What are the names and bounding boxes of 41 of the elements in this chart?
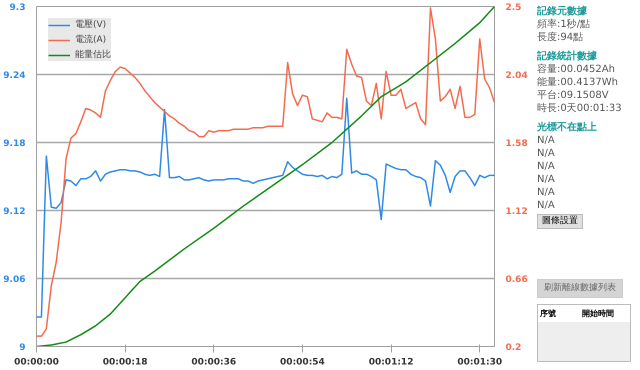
y2-tick-label: 0.2 [506, 343, 522, 353]
x-tick-label: 00:00:54 [280, 358, 325, 368]
y2-tick-label: 0.66 [506, 275, 528, 285]
text: N/A [537, 173, 556, 186]
y2-tick-label: 2.5 [506, 3, 522, 13]
y2-tick-label: 1.58 [506, 139, 528, 149]
legend-label: 能量估比 [75, 48, 111, 61]
text: N/A [537, 147, 556, 160]
text: 序號 [540, 308, 557, 320]
text: 記錄元數據 [537, 5, 588, 18]
y-tick-label: 9 [19, 343, 26, 353]
y-tick-label: 9.24 [3, 71, 26, 81]
text: 能量:00.4137Wh [537, 76, 619, 89]
x-tick-label: 00:00:36 [191, 358, 236, 368]
legend-label: 電流(A) [75, 34, 106, 46]
text: 平台:09.1508V [537, 89, 610, 102]
y-tick-label: 9.12 [3, 207, 26, 217]
text: N/A [537, 134, 556, 147]
text: N/A [537, 160, 556, 173]
text: 光標不在點上 [537, 121, 598, 134]
text: 時長:0天00:01:33 [537, 102, 623, 115]
y2-tick-label: 2.04 [506, 71, 528, 81]
legend-label: 電壓(V) [75, 18, 106, 31]
text: 長度:94點 [537, 31, 584, 44]
x-tick-label: 00:00:18 [102, 358, 148, 368]
line-series [36, 98, 494, 318]
text: 圖條設置 [537, 214, 583, 229]
y-tick-label: 9.06 [3, 275, 26, 285]
text: 頻率:1秒/點 [537, 18, 592, 31]
text: N/A [537, 186, 556, 199]
text: 容量:00.0452Ah [537, 63, 616, 76]
text: 記錄統計數據 [537, 50, 598, 63]
text: N/A [537, 199, 556, 212]
x-tick-label: 00:00:00 [14, 358, 59, 368]
y-tick-label: 9.18 [3, 139, 26, 149]
x-tick-label: 00:01:30 [457, 358, 502, 368]
text: 刷新離線數據列表 [537, 279, 623, 298]
x-tick-label: 00:01:12 [368, 358, 414, 368]
text: 開始時間 [581, 308, 615, 320]
y2-tick-label: 1.12 [506, 207, 528, 217]
y-tick-label: 9.3 [10, 3, 26, 13]
